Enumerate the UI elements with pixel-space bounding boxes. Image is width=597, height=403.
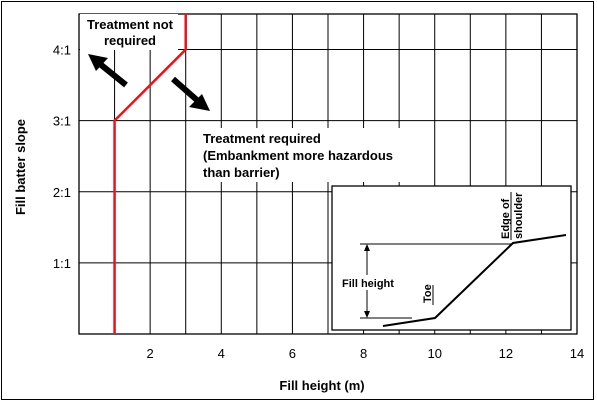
annotation-background (80, 14, 178, 50)
inset-dimension-arrow-bottom (364, 311, 370, 318)
x-tick-label: 12 (499, 346, 513, 361)
inset-box (331, 185, 572, 331)
x-tick-label: 14 (570, 346, 584, 361)
series-line-threshold (113, 14, 187, 334)
x-tick-label: 4 (218, 346, 225, 361)
plot-border (78, 13, 578, 335)
y-axis-title: Fill batter slope (13, 119, 28, 215)
inset-label-background (341, 275, 401, 290)
y-tick-label: 1:1 (53, 256, 71, 271)
inset-fill-height-label: Fill height (342, 278, 394, 290)
y-tick-label: 4:1 (53, 43, 71, 58)
inset-diagram: Fill height Toe Edge of shoulder (331, 185, 572, 331)
x-tick-label: 6 (289, 346, 296, 361)
annotation-treatment-required: Treatment required (Embankment more haza… (198, 128, 410, 182)
inset-toe-label: Toe (422, 284, 434, 303)
series-layer (113, 14, 187, 334)
x-tick-label: 10 (427, 346, 441, 361)
inset-dimension-arrow-top (364, 244, 370, 251)
annotation-background (198, 128, 410, 182)
arrow-right-down-icon (171, 76, 210, 111)
y-tick-label: 3:1 (53, 114, 71, 129)
arrow-left-up-icon (88, 54, 128, 88)
y-tick-label: 2:1 (53, 185, 71, 200)
annotation-required-line-1: Treatment required (203, 131, 321, 146)
x-axis-title: Fill height (m) (279, 378, 364, 393)
annotation-required-line-2: (Embankment more hazardous (203, 148, 393, 163)
x-tick-label: 8 (360, 346, 367, 361)
y-tick-labels: 1:1 2:1 3:1 4:1 (53, 43, 71, 271)
inset-shoulder-label-line-2: shoulder (513, 192, 525, 239)
annotation-treatment-not-required: Treatment not required (80, 14, 178, 50)
inset-embankment-profile (382, 234, 567, 327)
inset-shoulder-label-line-1: Edge of (500, 198, 512, 239)
annotation-not-required-line-2: required (104, 33, 156, 48)
x-tick-label: 2 (147, 346, 154, 361)
annotation-not-required-line-1: Treatment not (87, 17, 174, 32)
annotation-required-line-3: than barrier) (203, 165, 280, 180)
x-tick-labels: 2 4 6 8 10 12 14 (147, 346, 585, 361)
